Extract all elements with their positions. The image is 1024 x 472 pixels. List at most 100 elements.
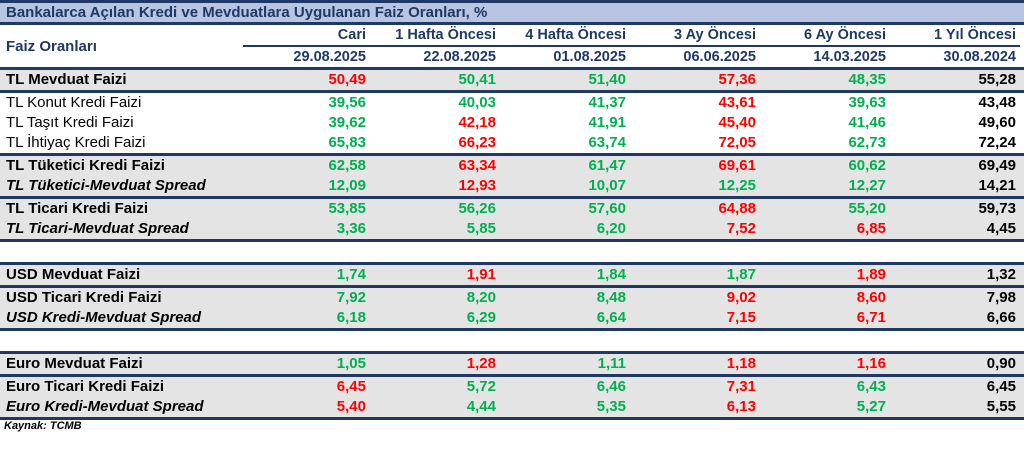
column-header: Cari: [337, 27, 366, 43]
value-cell: 65,83: [328, 134, 366, 151]
value-cell: 72,24: [978, 134, 1016, 151]
value-cell: 4,44: [466, 398, 496, 415]
value-cell: 63,74: [588, 134, 626, 151]
section-divider: [0, 285, 1024, 288]
value-cell: 5,85: [466, 220, 496, 237]
value-cell: 6,18: [336, 309, 366, 326]
value-cell: 1,16: [856, 355, 886, 372]
row-label: TL İhtiyaç Kredi Faizi: [6, 134, 146, 151]
value-cell: 64,88: [718, 200, 756, 217]
value-cell: 56,26: [458, 200, 496, 217]
value-cell: 60,62: [848, 157, 886, 174]
value-cell: 41,46: [848, 114, 886, 131]
page-title: Bankalarca Açılan Kredi ve Mevduatlara U…: [0, 0, 1024, 25]
column-labels-row: Cari 1 Hafta Öncesi 4 Hafta Öncesi 3 Ay Önc…: [0, 25, 1024, 45]
column-dates-row: 29.08.2025 22.08.2025 01.08.2025 06.06.2025…: [0, 47, 1024, 67]
column-date: 01.08.2025: [553, 49, 626, 65]
value-cell: 6,85: [856, 220, 886, 237]
row-label: TL Ticari Kredi Faizi: [6, 200, 148, 217]
value-cell: 6,45: [336, 378, 366, 395]
table-row: TL Tüketici-Mevduat Spread 12,09 12,93 10,0…: [0, 176, 1024, 196]
section-divider: [0, 239, 1024, 242]
value-cell: 12,27: [848, 177, 886, 194]
value-cell: 62,58: [328, 157, 366, 174]
value-cell: 6,29: [466, 309, 496, 326]
section-divider: [0, 153, 1024, 156]
section-divider: [0, 328, 1024, 331]
value-cell: 12,09: [328, 177, 366, 194]
value-cell: 0,90: [986, 355, 1016, 372]
value-cell: 5,27: [856, 398, 886, 415]
value-cell: 41,91: [588, 114, 626, 131]
value-cell: 1,11: [597, 355, 626, 372]
table-row: USD Kredi-Mevduat Spread 6,18 6,29 6,64 7,15…: [0, 308, 1024, 328]
table-header: Faiz Oranları Cari 1 Hafta Öncesi 4 Hafta …: [0, 25, 1024, 67]
column-header: 3 Ay Öncesi: [674, 27, 756, 43]
value-cell: 5,72: [466, 378, 496, 395]
table-row: TL Ticari-Mevduat Spread 3,36 5,85 6,20 7,52…: [0, 219, 1024, 239]
column-date: 29.08.2025: [293, 49, 366, 65]
value-cell: 5,40: [336, 398, 366, 415]
value-cell: 50,49: [328, 71, 366, 88]
row-label: TL Konut Kredi Faizi: [6, 94, 142, 111]
table-row: TL Mevduat Faizi 50,49 50,41 51,40 57,36 48,3…: [0, 70, 1024, 90]
row-label: USD Mevduat Faizi: [6, 266, 141, 283]
value-cell: 49,60: [978, 114, 1016, 131]
value-cell: 8,60: [856, 289, 886, 306]
table-row: TL İhtiyaç Kredi Faizi 65,83 66,23 63,74 72,…: [0, 133, 1024, 153]
row-label: TL Tüketici-Mevduat Spread: [6, 177, 206, 194]
value-cell: 1,87: [726, 266, 756, 283]
value-cell: 40,03: [458, 94, 496, 111]
value-cell: 6,45: [986, 378, 1016, 395]
section-divider: [0, 90, 1024, 93]
value-cell: 6,46: [596, 378, 626, 395]
value-cell: 7,52: [726, 220, 756, 237]
value-cell: 69,49: [978, 157, 1016, 174]
value-cell: 1,28: [466, 355, 496, 372]
table-row: TL Konut Kredi Faizi 39,56 40,03 41,37 43,61…: [0, 93, 1024, 113]
table-row: Euro Mevduat Faizi 1,05 1,28 1,11 1,18 1,16 0,…: [0, 354, 1024, 374]
table-row: TL Taşıt Kredi Faizi 39,62 42,18 41,91 45,40…: [0, 113, 1024, 133]
value-cell: 12,25: [718, 177, 756, 194]
value-cell: 50,41: [458, 71, 496, 88]
value-cell: 43,48: [978, 94, 1016, 111]
value-cell: 57,36: [718, 71, 756, 88]
table-row: USD Mevduat Faizi 1,74 1,91 1,84 1,87 1,89 1,3…: [0, 265, 1024, 285]
table-row: Euro Kredi-Mevduat Spread 5,40 4,44 5,35 6,1…: [0, 397, 1024, 417]
value-cell: 72,05: [718, 134, 756, 151]
column-header: 1 Hafta Öncesi: [395, 27, 496, 43]
section-divider: [0, 196, 1024, 199]
value-cell: 6,20: [596, 220, 626, 237]
column-date: 30.08.2024: [943, 49, 1016, 65]
value-cell: 43,61: [718, 94, 756, 111]
row-label: TL Ticari-Mevduat Spread: [6, 220, 189, 237]
row-label: TL Mevduat Faizi: [6, 71, 127, 88]
table-row: TL Tüketici Kredi Faizi 62,58 63,34 61,47 69…: [0, 156, 1024, 176]
value-cell: 8,20: [466, 289, 496, 306]
value-cell: 10,07: [588, 177, 626, 194]
value-cell: 12,93: [458, 177, 496, 194]
header-divider: [0, 67, 1024, 70]
blank-row: [0, 242, 1024, 262]
value-cell: 14,21: [978, 177, 1016, 194]
value-cell: 8,48: [596, 289, 626, 306]
value-cell: 53,85: [328, 200, 366, 217]
value-cell: 6,64: [596, 309, 626, 326]
value-cell: 1,05: [336, 355, 366, 372]
column-header: 6 Ay Öncesi: [804, 27, 886, 43]
section-divider: [0, 374, 1024, 377]
row-label: TL Taşıt Kredi Faizi: [6, 114, 134, 131]
value-cell: 55,28: [978, 71, 1016, 88]
column-date: 22.08.2025: [423, 49, 496, 65]
value-cell: 6,13: [726, 398, 756, 415]
value-cell: 1,74: [336, 266, 366, 283]
value-cell: 7,15: [726, 309, 756, 326]
value-cell: 3,36: [336, 220, 366, 237]
value-cell: 69,61: [718, 157, 756, 174]
value-cell: 39,63: [848, 94, 886, 111]
value-cell: 55,20: [848, 200, 886, 217]
table-row: Euro Ticari Kredi Faizi 6,45 5,72 6,46 7,31 6…: [0, 377, 1024, 397]
value-cell: 4,45: [986, 220, 1016, 237]
section-divider: [0, 262, 1024, 265]
value-cell: 5,35: [596, 398, 626, 415]
